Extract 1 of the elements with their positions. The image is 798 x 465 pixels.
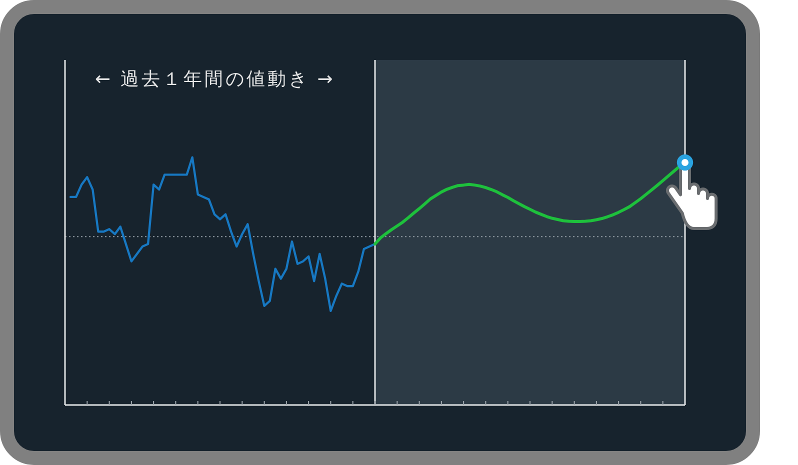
annotation: ← 過去１年間の値動き → bbox=[95, 69, 335, 90]
